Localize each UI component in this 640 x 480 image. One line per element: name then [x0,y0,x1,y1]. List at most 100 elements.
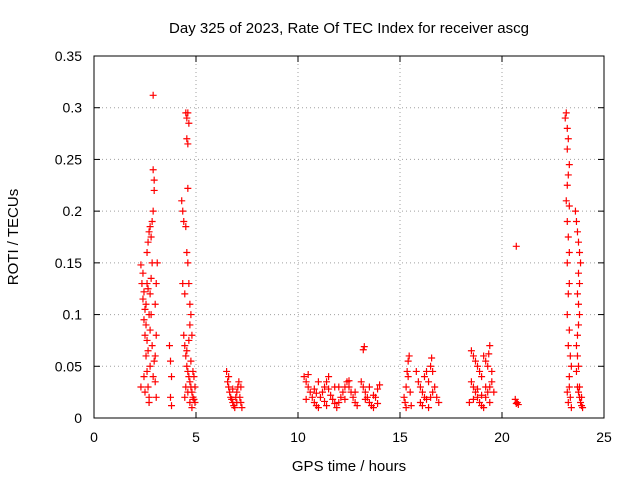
data-point [576,249,584,257]
data-point [407,402,415,410]
data-point [183,362,191,370]
data-point [185,119,193,127]
data-point [186,398,194,406]
data-point [562,197,570,205]
data-point [150,357,158,365]
data-point [323,402,331,410]
data-point [337,393,345,401]
data-point [140,373,148,381]
data-point [165,342,173,350]
data-point [325,385,333,393]
data-point [190,373,198,381]
x-tick-label: 5 [192,429,200,445]
data-point [146,326,154,334]
data-point [224,378,232,386]
data-point [146,223,154,231]
data-point [147,274,155,282]
data-point [486,342,494,350]
data-point [471,357,479,365]
data-point [150,176,158,184]
data-point [304,383,312,391]
data-point [564,342,572,350]
data-point [229,385,237,393]
data-point [233,388,241,396]
data-point [179,280,187,288]
grid [94,56,604,418]
x-tick-label: 25 [596,429,612,445]
data-point [474,385,482,393]
data-point [314,404,322,412]
data-point [406,388,414,396]
data-point [484,388,492,396]
data-point [181,290,189,298]
data-point [420,373,428,381]
data-point [576,311,584,319]
data-point [418,402,426,410]
y-axis-tick-labels: 0 0.05 0.1 0.15 0.2 0.25 0.3 0.35 [55,48,82,426]
data-point [147,233,155,241]
data-point [485,350,493,358]
data-point [564,135,572,143]
data-point [563,259,571,267]
data-point [139,269,147,277]
data-point [565,326,573,334]
data-point [404,373,412,381]
data-point [565,383,573,391]
x-tick-label: 10 [290,429,306,445]
data-point [331,400,339,408]
data-point [149,166,157,174]
data-point [144,383,152,391]
data-point [228,395,236,403]
data-point [223,367,231,375]
data-point [186,378,194,386]
data-point [225,373,233,381]
data-point [142,352,150,360]
data-point [144,347,152,355]
data-point [565,373,573,381]
data-point [184,184,192,192]
data-point [188,331,196,339]
data-point [323,378,331,386]
data-point [467,378,475,386]
data-point [168,373,176,381]
data-point [148,217,156,225]
data-point [469,352,477,360]
data-point [469,395,477,403]
data-point [137,383,145,391]
data-point [435,398,443,406]
data-point [331,383,339,391]
x-tick-label: 15 [392,429,408,445]
x-axis-tick-labels: 0 5 10 15 20 25 [90,429,612,445]
data-point [484,362,492,370]
data-point [566,352,574,360]
data-point [429,388,437,396]
data-point [141,388,149,396]
data-point [567,362,575,370]
data-point [565,202,573,210]
data-point [564,171,572,179]
data-point [180,217,188,225]
data-point [308,393,316,401]
data-point [185,280,193,288]
y-tick-label: 0.1 [63,307,83,323]
data-point [578,393,586,401]
data-point [563,181,571,189]
data-point [146,290,154,298]
data-point [575,269,582,277]
data-point [182,352,190,360]
data-point [427,393,435,401]
data-point [333,404,341,412]
data-point [351,388,359,396]
data-point [181,342,189,350]
data-point [179,207,187,215]
data-point [150,186,158,194]
data-point [429,367,437,375]
data-point [576,383,584,391]
data-point [302,395,310,403]
data-point [563,217,571,225]
data-point [374,400,382,408]
data-point [480,404,488,412]
data-point [325,373,333,381]
data-point [139,295,147,303]
data-point [233,398,241,406]
